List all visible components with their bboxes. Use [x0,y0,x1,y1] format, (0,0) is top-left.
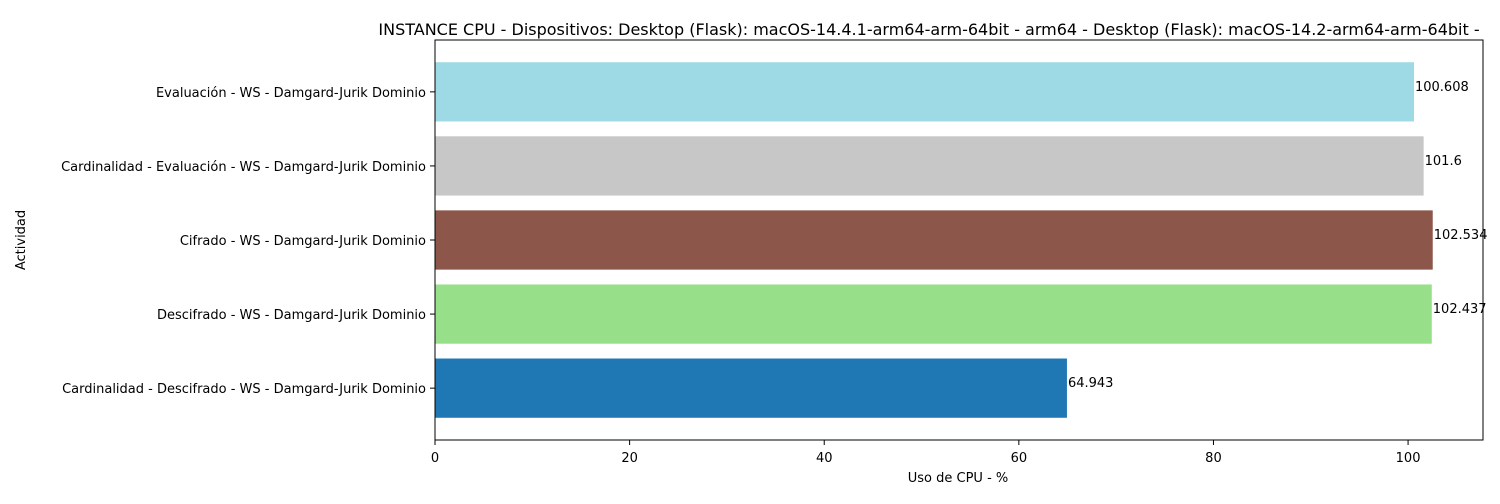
bar [435,136,1424,196]
bar [435,62,1414,122]
x-tick-label: 100 [1396,451,1421,466]
x-tick-label: 60 [1011,451,1028,466]
bar [435,210,1433,270]
y-axis-label: Actividad [14,210,29,270]
bar-value-label: 64.943 [1068,376,1114,391]
y-tick-label: Cardinalidad - Evaluación - WS - Damgard… [61,160,426,175]
bar [435,284,1432,344]
x-tick-label: 80 [1205,451,1222,466]
y-tick-label: Cardinalidad - Descifrado - WS - Damgard… [62,382,426,397]
bar-value-label: 102.534 [1434,228,1488,243]
y-tick-label: Cifrado - WS - Damgard-Jurik Dominio [180,234,426,249]
plot-frame [434,39,1484,441]
chart-title: INSTANCE CPU - Dispositivos: Desktop (Fl… [378,20,1479,39]
bar-value-label: 101.6 [1425,154,1462,169]
bar-value-label: 102.437 [1433,302,1487,317]
x-tick-label: 40 [816,451,833,466]
x-tick-label: 20 [621,451,638,466]
x-tick-label: 0 [431,451,439,466]
bar-value-label: 100.608 [1415,80,1469,95]
bar [435,358,1067,418]
y-tick-label: Descifrado - WS - Damgard-Jurik Dominio [157,308,426,323]
y-tick-label: Evaluación - WS - Damgard-Jurik Dominio [156,86,426,101]
x-axis-label: Uso de CPU - % [908,471,1009,486]
